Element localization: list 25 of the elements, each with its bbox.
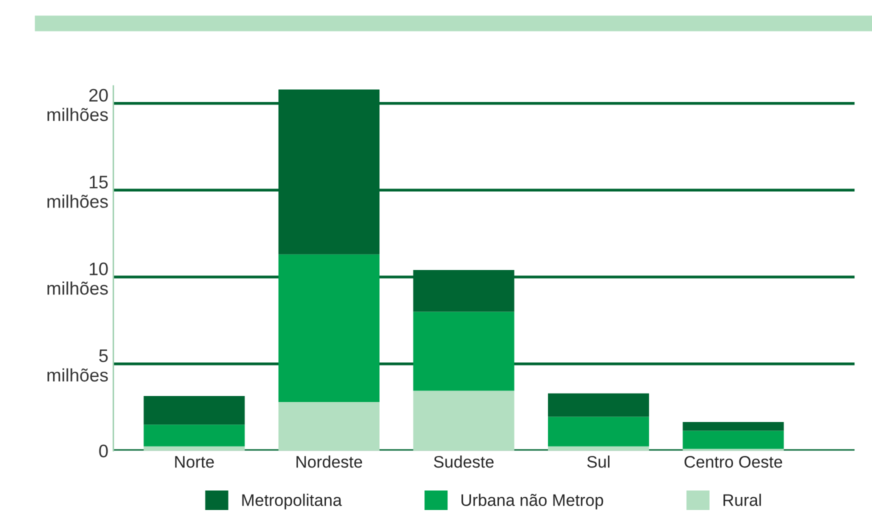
bar [144, 424, 245, 446]
bar [413, 390, 514, 451]
bar [144, 396, 245, 425]
y-tick-label: 10 milhões [47, 262, 108, 295]
bar [682, 422, 784, 431]
x-tick-label: Sul [587, 456, 610, 468]
x-tick-label: Nordeste [296, 456, 362, 468]
y-tick-label: 20 milhões [47, 88, 108, 122]
bar [548, 393, 650, 417]
y-tick-label: 15 milhões [47, 176, 108, 208]
legend-label: Rural [724, 494, 761, 506]
legend-label: Metropolitana [242, 494, 342, 510]
x-tick-label: Sudeste [434, 456, 494, 468]
bar [548, 446, 650, 451]
legend-label: Urbana não Metrop [462, 494, 604, 510]
bar [278, 254, 380, 402]
y-tick-label: 5 milhões [47, 350, 108, 382]
y-tick-label: 0 [99, 444, 108, 458]
bar [548, 416, 650, 446]
x-tick-label: Centro Oeste [684, 456, 782, 468]
bar [144, 446, 245, 451]
x-tick-label: Norte [175, 456, 214, 468]
bar [682, 430, 784, 449]
bar [278, 402, 380, 451]
bar [413, 312, 514, 391]
